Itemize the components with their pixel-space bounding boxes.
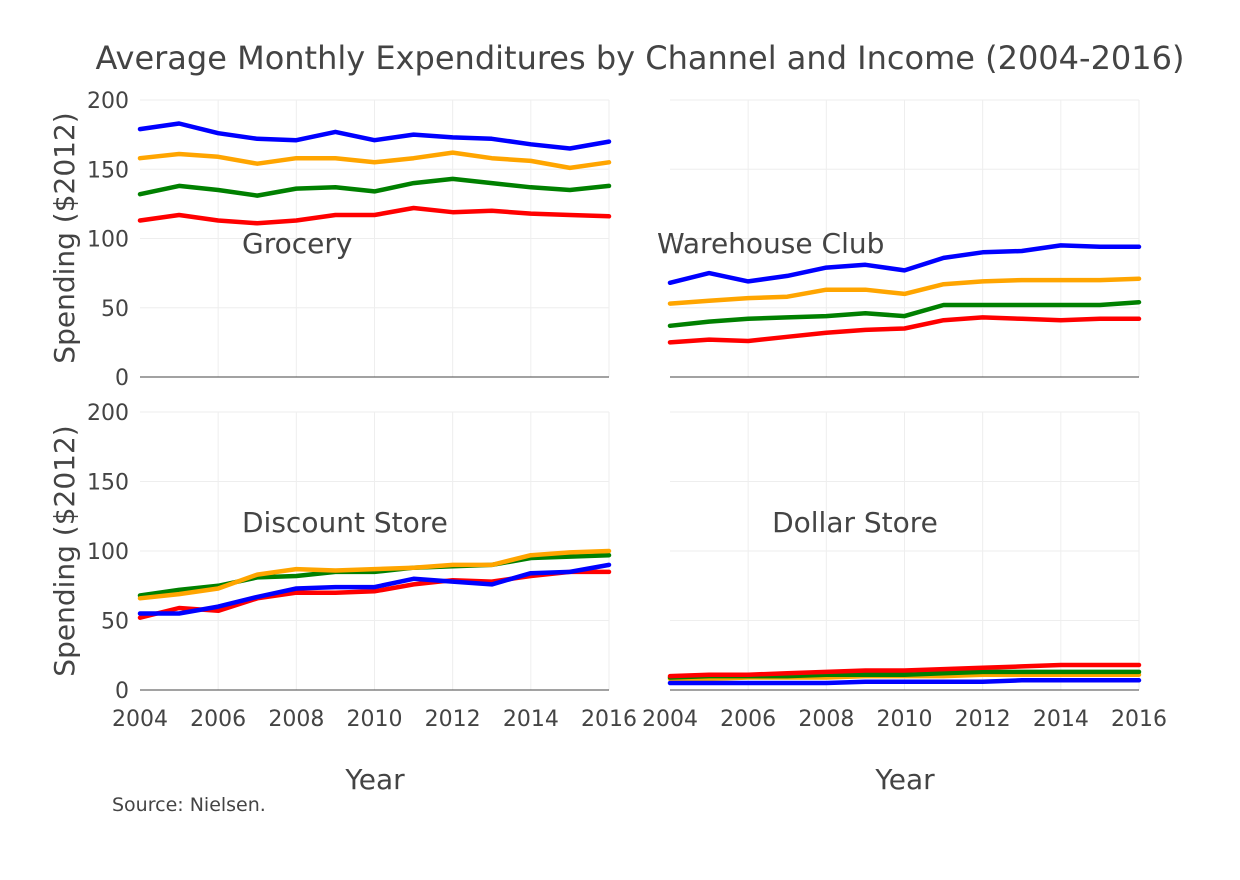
x-tick-label: 2004 [642, 707, 698, 732]
series-line [667, 243, 1142, 286]
x-tick-label: 2010 [877, 707, 933, 732]
series-line [137, 548, 612, 601]
y-axis-title-bottom: Spending ($2012) [48, 425, 81, 676]
series-line [137, 121, 612, 151]
x-axis-title-right: Year [874, 763, 935, 796]
series-line [667, 662, 1142, 679]
series-line [137, 569, 612, 620]
panels: 0 50 100 150 200 Grocery Warehouse Club 0 50 100 1… [87, 89, 1167, 732]
x-tick-label: 2014 [1033, 707, 1089, 732]
y-tick-label: 200 [87, 89, 129, 114]
y-tick-label: 150 [87, 158, 129, 183]
x-tick-label: 2014 [503, 707, 559, 732]
x-tick-label: 2006 [720, 707, 776, 732]
chart-title: Average Monthly Expenditures by Channel … [96, 39, 1185, 77]
panel-label: Discount Store [242, 506, 448, 539]
y-tick-label: 100 [87, 228, 129, 253]
y-tick-label: 0 [115, 366, 129, 391]
series-line [137, 552, 612, 598]
panel-label: Dollar Store [772, 506, 938, 539]
series-line [667, 678, 1142, 686]
y-tick-label: 200 [87, 401, 129, 426]
panel-0: 0 50 100 150 200 Grocery [87, 89, 612, 391]
x-tick-label: 2004 [112, 707, 168, 732]
x-tick-label: 2008 [268, 707, 324, 732]
panel-2: 0 50 100 150 200 2004 2006 2008 2010 2012 2014 2016… [87, 401, 637, 732]
x-tick-label: 2012 [955, 707, 1011, 732]
y-tick-label: 50 [101, 297, 129, 322]
series-line [667, 276, 1142, 306]
x-axis-title-left: Year [344, 763, 405, 796]
x-tick-label: 2016 [581, 707, 637, 732]
source-note: Source: Nielsen. [112, 794, 266, 816]
y-tick-label: 50 [101, 610, 129, 635]
series-line [137, 205, 612, 226]
panel-3: 2004 2006 2008 2010 2012 2014 2016 Dollar Store [642, 411, 1167, 732]
x-tick-label: 2010 [347, 707, 403, 732]
panel-1: Warehouse Club [657, 99, 1142, 378]
panel-label: Warehouse Club [657, 227, 884, 260]
series-line [667, 299, 1142, 329]
panel-label: Grocery [242, 227, 352, 260]
series-line [667, 315, 1142, 345]
series-line [137, 150, 612, 171]
y-tick-label: 100 [87, 540, 129, 565]
y-tick-label: 0 [115, 679, 129, 704]
series-line [137, 562, 612, 616]
series-line [137, 176, 612, 198]
x-tick-label: 2016 [1111, 707, 1167, 732]
x-tick-label: 2006 [190, 707, 246, 732]
y-axis-title-top: Spending ($2012) [48, 112, 81, 363]
x-tick-label: 2008 [798, 707, 854, 732]
x-tick-label: 2012 [425, 707, 481, 732]
y-tick-label: 150 [87, 471, 129, 496]
